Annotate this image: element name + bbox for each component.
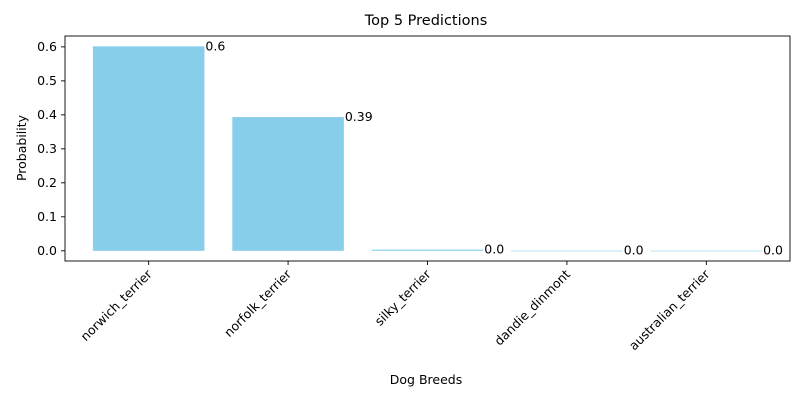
y-tick-label: 0.5 [37,73,57,88]
value-label-silky_terrier: 0.0 [484,242,504,257]
value-label-australian_terrier: 0.0 [763,243,783,258]
y-tick-label: 0.3 [37,141,57,156]
plot-area: 0.6 0.39 0.0 0.0 0.0 0.0 0.1 0.2 0.3 0.4 0.5 0.6 nor… [37,35,791,353]
y-tick-label: 0.0 [37,243,57,258]
value-label-dandie_dinmont: 0.0 [624,243,644,258]
x-axis-label: Dog Breeds [390,372,462,387]
x-tick-label-dandie_dinmont: dandie_dinmont [491,266,573,348]
y-axis-label: Probability [14,114,29,181]
bar-australian_terrier [650,250,763,252]
chart-title: Top 5 Predictions [364,13,488,29]
x-tick-label-silky_terrier: silky_terrier [371,266,434,329]
value-label-norfolk_terrier: 0.39 [345,109,373,124]
y-tick-label: 0.1 [37,209,57,224]
y-tick-label: 0.6 [37,39,57,54]
y-tick-label: 0.2 [37,175,57,190]
x-tick-label-australian_terrier: australian_terrier [626,266,713,353]
bar-norfolk_terrier [232,117,344,251]
x-tick-label-norfolk_terrier: norfolk_terrier [221,266,295,340]
bar-dandie_dinmont [511,250,623,252]
bar-silky_terrier [371,249,484,251]
value-label-norwich_terrier: 0.6 [205,38,225,53]
bar-norwich_terrier [92,46,205,251]
x-tick-label-norwich_terrier: norwich_terrier [77,266,155,344]
y-tick-label: 0.4 [37,107,57,122]
